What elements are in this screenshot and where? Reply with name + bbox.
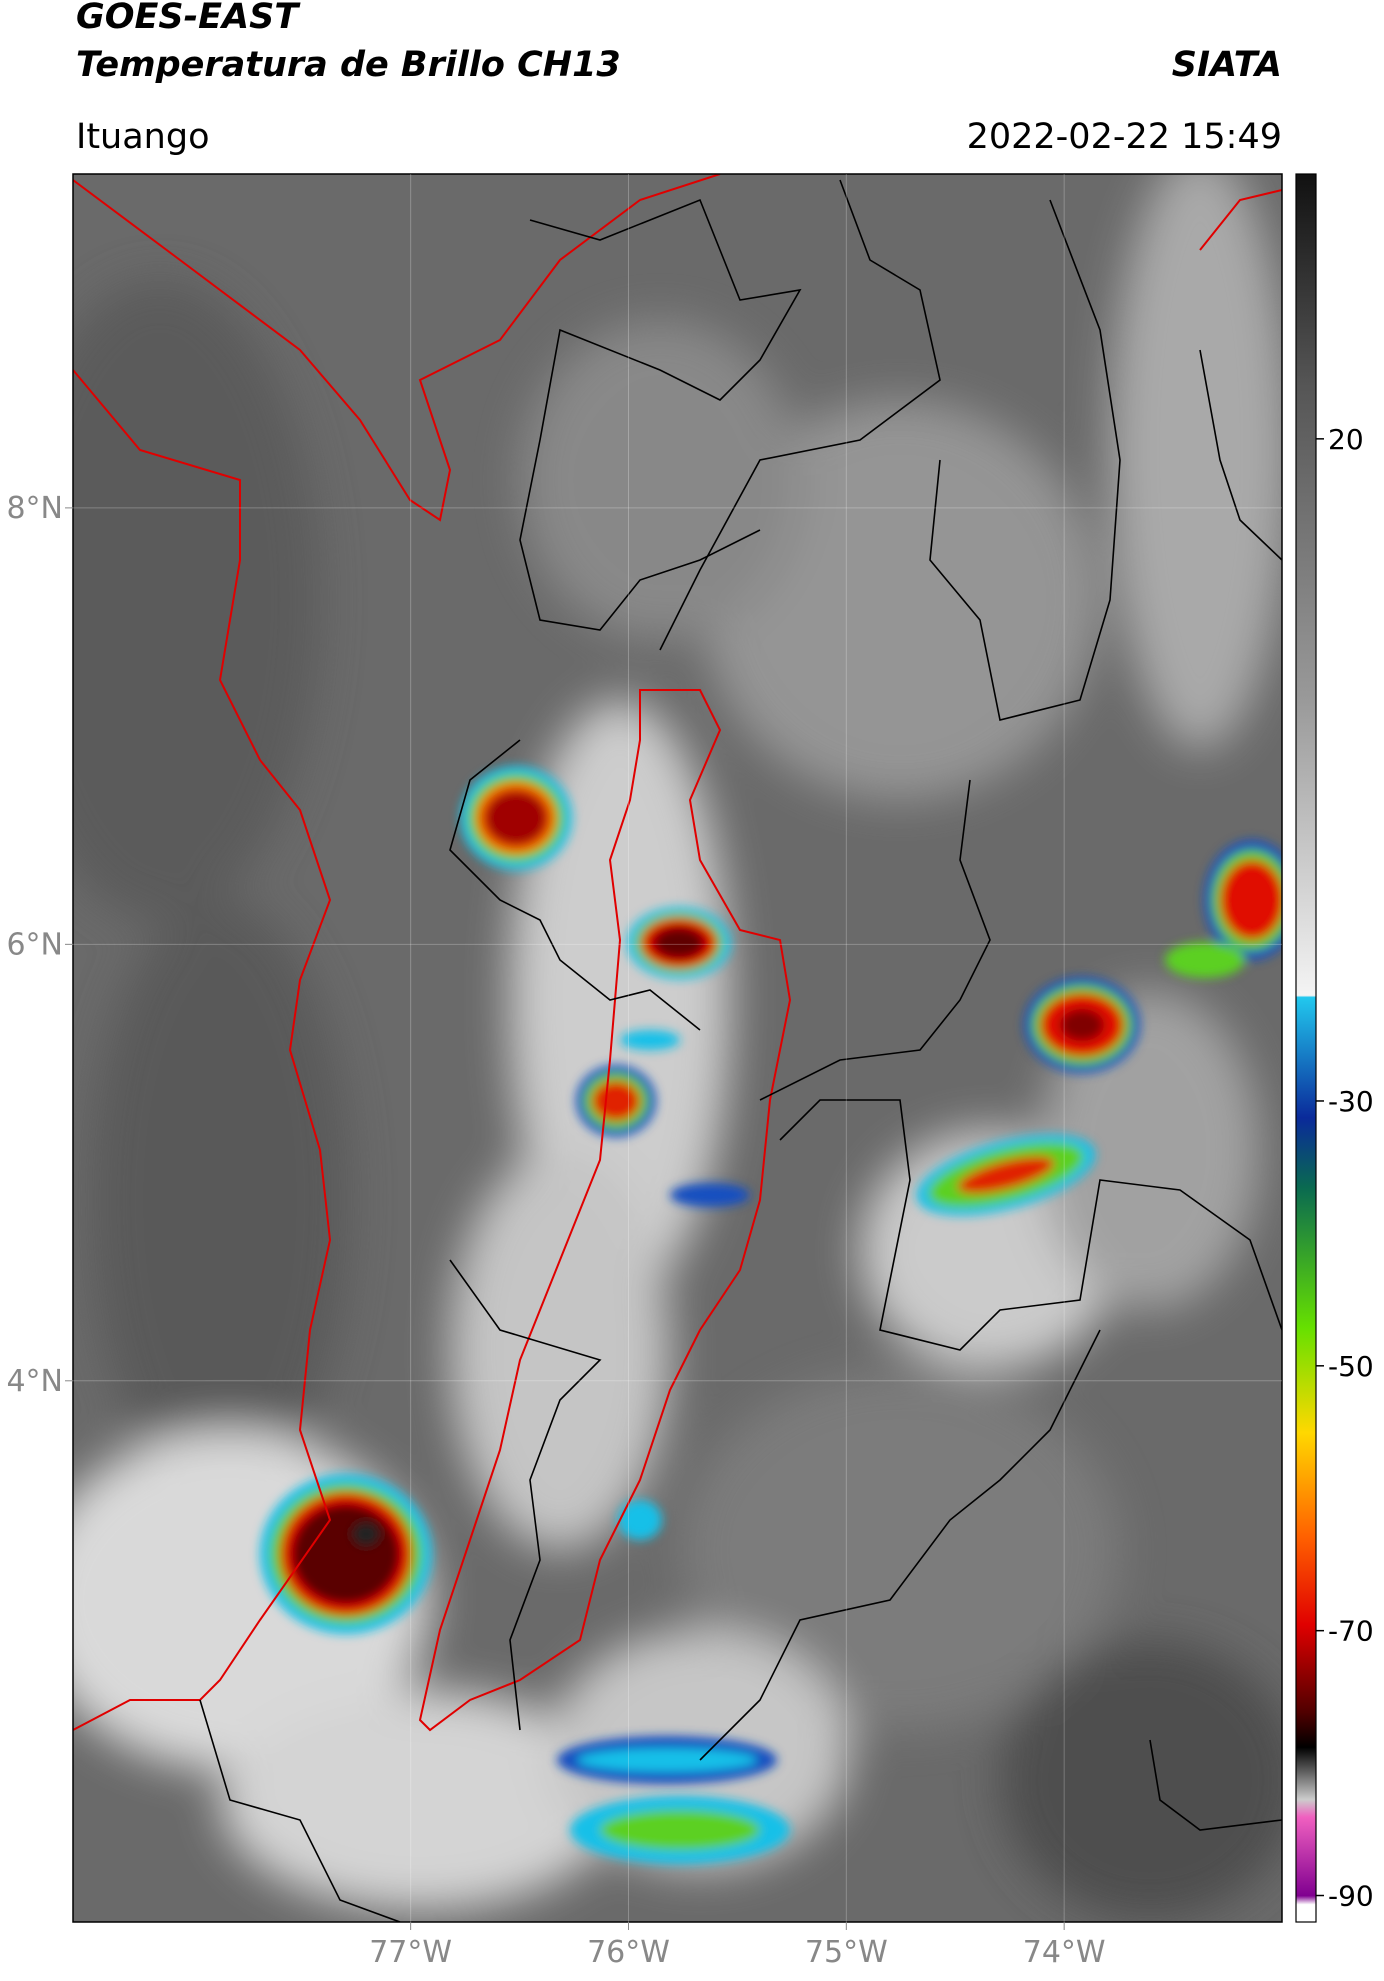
lon-tick-label: 76°W (587, 1935, 670, 1970)
colorbar-tick-label: -30 (1328, 1085, 1374, 1118)
location: Ituango (76, 117, 210, 157)
colorbar (1295, 173, 1317, 1923)
title: GOES-EAST (76, 0, 301, 37)
datetime: 2022-02-22 15:49 (967, 117, 1282, 157)
lat-tick-label: 8°N (6, 491, 63, 526)
colorbar-tick-label: -90 (1328, 1880, 1374, 1913)
lat-tick-label: 6°N (6, 927, 63, 962)
subtitle: Temperatura de Brillo CH13 (76, 45, 621, 85)
colorbar-tick-label: -70 (1328, 1615, 1374, 1648)
satellite-image (73, 174, 1282, 1922)
lon-tick-label: 74°W (1023, 1935, 1106, 1970)
colorbar-tick-label: -50 (1328, 1350, 1374, 1383)
lon-tick-label: 75°W (805, 1935, 888, 1970)
colorbar-tick-label: 20 (1328, 423, 1364, 456)
source: SIATA (1172, 45, 1282, 85)
map-frame (72, 173, 1283, 1923)
lon-tick-label: 77°W (369, 1935, 452, 1970)
lat-tick-label: 4°N (6, 1364, 63, 1399)
